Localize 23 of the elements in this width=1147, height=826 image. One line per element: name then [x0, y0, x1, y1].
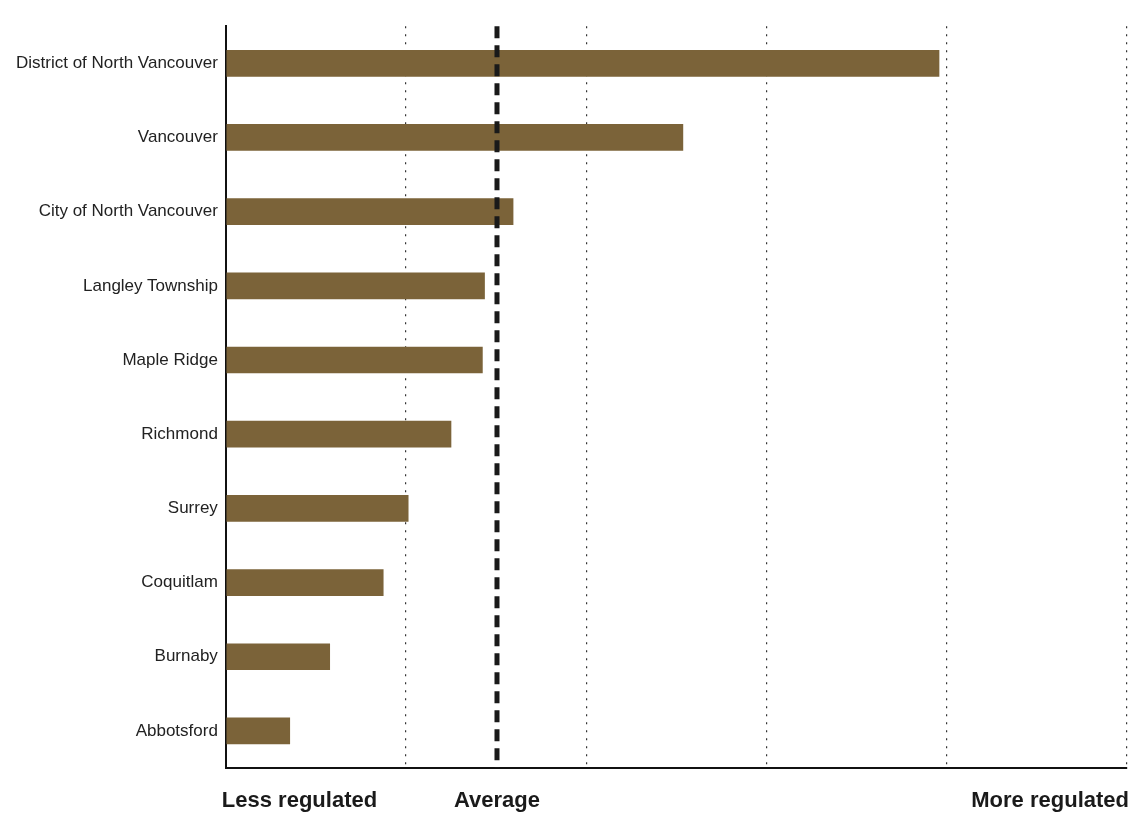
- bar: [226, 643, 331, 671]
- y-tick-label: Richmond: [141, 423, 218, 443]
- bar: [226, 346, 483, 374]
- text: More regulated: [971, 787, 1129, 813]
- bar: [226, 569, 384, 596]
- y-tick-label: Burnaby: [154, 646, 219, 666]
- y-tick-label: Langley Township: [83, 275, 218, 295]
- ref-line-label: Average: [453, 787, 540, 813]
- y-tick-label: Maple Ridge: [122, 349, 218, 369]
- bar: [226, 272, 485, 300]
- text: Less regulated: [221, 787, 378, 813]
- bar: [226, 717, 291, 745]
- y-tick-label: City of North Vancouver: [38, 201, 219, 221]
- bar: [226, 198, 514, 225]
- bar: [226, 49, 940, 77]
- y-tick-label: Coquitlam: [141, 572, 218, 592]
- y-tick-label: Abbotsford: [135, 720, 218, 740]
- bar: [226, 420, 452, 448]
- y-tick-label: Vancouver: [137, 127, 219, 147]
- y-tick-label: Surrey: [167, 498, 219, 518]
- bar: [226, 124, 684, 151]
- y-tick-label: District of North Vancouver: [15, 52, 219, 72]
- bar: [226, 495, 409, 522]
